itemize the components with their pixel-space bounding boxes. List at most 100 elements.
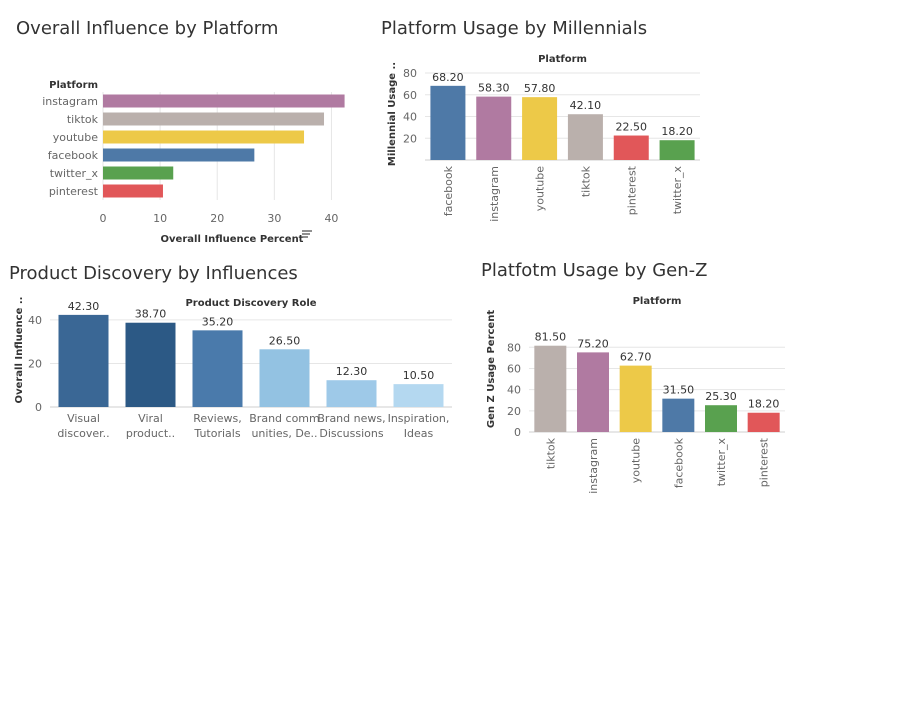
bar-facebook	[103, 148, 255, 162]
category-label: instagram	[42, 95, 98, 108]
y-tick-label: 60	[507, 362, 521, 375]
y-tick-label: 0	[35, 401, 42, 414]
bar-viral-product	[125, 322, 176, 407]
y-tick-label: 20	[403, 132, 417, 145]
y-axis-label: Gen Z Usage Percent	[486, 310, 497, 428]
category-label: pinterest	[758, 437, 771, 487]
category-label: tiktok	[579, 165, 592, 197]
data-label: 18.20	[748, 398, 780, 411]
category-label: instagram	[488, 166, 501, 222]
data-label: 57.80	[524, 82, 556, 95]
data-label: 62.70	[620, 351, 652, 364]
category-label: Reviews, Tutorials	[193, 412, 241, 440]
bar-reviews-tutorials	[192, 330, 243, 407]
column-header: Platform	[538, 54, 587, 65]
bar-youtube	[103, 130, 305, 144]
x-tick-label: 40	[324, 212, 338, 225]
column-header: Platform	[49, 80, 98, 91]
overall-influence-chart[interactable]: 0 10 20 30 40 Platform instagram tiktok youtube f…	[0, 0, 380, 255]
category-label: youtube	[53, 131, 98, 144]
data-label: 31.50	[663, 384, 695, 397]
bar-visual-discover	[58, 314, 109, 407]
bar-tiktok	[534, 345, 567, 432]
y-axis-label: Millennial Usage ..	[387, 62, 398, 166]
category-label: Inspiration, Ideas	[388, 412, 450, 440]
category-label: twitter_x	[715, 438, 728, 487]
x-tick-label: 0	[100, 212, 107, 225]
bar-youtube	[619, 365, 652, 432]
category-label: instagram	[587, 438, 600, 494]
y-tick-label: 0	[514, 426, 521, 439]
x-tick-label: 30	[267, 212, 281, 225]
x-axis-label: Overall Influence Percent	[161, 234, 304, 245]
bar-pinterest	[613, 135, 649, 160]
sort-descending-icon[interactable]	[302, 230, 312, 238]
y-tick-label: 20	[507, 405, 521, 418]
data-label: 22.50	[616, 121, 648, 134]
category-label: youtube	[534, 166, 547, 211]
y-tick-label: 40	[507, 384, 521, 397]
millennials-usage-chart[interactable]: 20 40 60 80 Platform Millennial Usage .. 68.20…	[370, 0, 700, 255]
y-tick-label: 20	[28, 357, 42, 370]
y-tick-label: 60	[403, 89, 417, 102]
bar-brand-comm-unities-de	[259, 349, 310, 407]
data-label: 35.20	[202, 315, 234, 328]
data-label: 25.30	[705, 390, 737, 403]
category-label: facebook	[48, 149, 99, 162]
category-label: tiktok	[67, 113, 99, 126]
data-label: 18.20	[661, 125, 693, 138]
bar-twitter-x	[705, 405, 737, 432]
data-label: 81.50	[535, 331, 567, 344]
data-label: 10.50	[403, 369, 435, 382]
category-label: Visual discover..	[57, 412, 109, 440]
y-tick-label: 40	[403, 111, 417, 124]
bar-facebook	[430, 85, 466, 160]
bar-inspiration-ideas	[393, 384, 444, 407]
category-label: pinterest	[625, 165, 638, 215]
bar-pinterest	[747, 412, 780, 432]
category-label: twitter_x	[50, 167, 99, 180]
x-tick-label: 20	[210, 212, 224, 225]
column-header: Product Discovery Role	[185, 298, 316, 309]
y-tick-label: 80	[507, 341, 521, 354]
category-label: Brand news, Discussions	[317, 412, 385, 440]
bar-twitter-x	[103, 166, 174, 180]
y-tick-label: 80	[403, 67, 417, 80]
bar-instagram	[577, 352, 609, 432]
bar-instagram	[103, 94, 345, 108]
category-label: facebook	[442, 165, 455, 216]
data-label: 12.30	[336, 365, 368, 378]
category-label: Brand comm unities, De..	[249, 412, 319, 440]
y-axis-label: Overall Influence ..	[14, 297, 25, 404]
category-label: facebook	[672, 437, 685, 488]
data-label: 26.50	[269, 334, 301, 347]
bar-instagram	[476, 96, 512, 160]
panel-millennials: Platform Usage by Millennials 20 40 60 80 Pl…	[370, 0, 700, 255]
data-label: 38.70	[135, 308, 167, 321]
data-label: 75.20	[577, 337, 609, 350]
bar-brand-news-discussions	[326, 380, 377, 407]
x-tick-label: 10	[153, 212, 167, 225]
column-header: Platform	[633, 296, 682, 307]
category-label: pinterest	[49, 185, 99, 198]
chart-title: Overall Influence by Platform	[16, 18, 279, 39]
panel-genz: Platfotm Usage by Gen-Z 0 20 40 60 80 Platfor…	[470, 255, 800, 495]
category-label: tiktok	[544, 437, 557, 469]
bar-tiktok	[103, 112, 325, 126]
category-label: Viral product..	[126, 412, 175, 440]
bar-facebook	[662, 398, 695, 432]
product-discovery-chart[interactable]: 0 20 40 Product Discovery Role Overall Influ…	[0, 255, 470, 455]
y-tick-label: 40	[28, 314, 42, 327]
panel-product-discovery: Product Discovery by Influences 0 20 40 Pro…	[0, 255, 470, 455]
bar-twitter-x	[659, 140, 695, 160]
data-label: 42.10	[570, 99, 602, 112]
bar-youtube	[522, 97, 558, 160]
genz-usage-chart[interactable]: 0 20 40 60 80 Platform Gen Z Usage Percent 81.5…	[470, 255, 800, 495]
category-label: youtube	[630, 438, 643, 483]
chart-title: Platfotm Usage by Gen-Z	[481, 260, 708, 281]
bar-pinterest	[103, 184, 163, 198]
data-label: 58.30	[478, 82, 510, 95]
data-label: 42.30	[68, 300, 100, 313]
chart-title: Product Discovery by Influences	[9, 263, 298, 284]
panel-overall-influence: Overall Influence by Platform 0 10 20 30 40 P…	[0, 0, 380, 255]
